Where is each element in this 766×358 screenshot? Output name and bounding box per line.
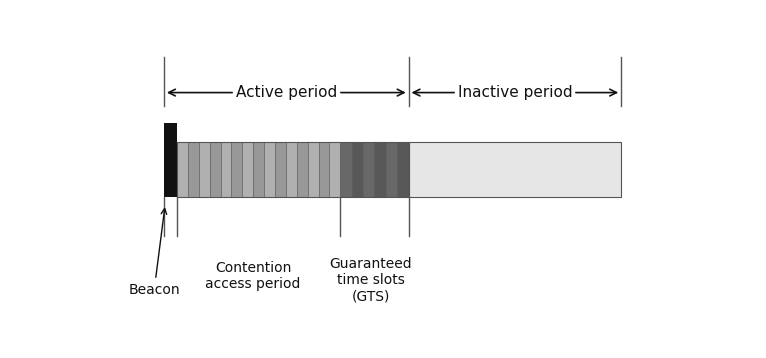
Bar: [352, 142, 363, 197]
Text: Beacon: Beacon: [129, 208, 180, 297]
Bar: [188, 142, 199, 197]
Bar: [264, 142, 275, 197]
Bar: [254, 142, 264, 197]
Text: Inactive period: Inactive period: [457, 85, 572, 100]
Bar: [275, 142, 286, 197]
Bar: [319, 142, 329, 197]
Bar: [375, 142, 386, 197]
Bar: [242, 142, 254, 197]
Text: Active period: Active period: [236, 85, 337, 100]
Bar: [398, 142, 408, 197]
Bar: [363, 142, 375, 197]
Bar: [231, 142, 242, 197]
Bar: [210, 142, 221, 197]
Bar: [308, 142, 319, 197]
Bar: [408, 142, 621, 197]
Bar: [296, 142, 308, 197]
Bar: [286, 142, 296, 197]
Bar: [164, 123, 177, 197]
Bar: [199, 142, 210, 197]
Bar: [329, 142, 340, 197]
Bar: [386, 142, 398, 197]
Text: Contention
access period: Contention access period: [205, 261, 301, 291]
Bar: [177, 142, 408, 197]
Text: Guaranteed
time slots
(GTS): Guaranteed time slots (GTS): [329, 257, 412, 303]
Bar: [340, 142, 352, 197]
Bar: [221, 142, 231, 197]
Bar: [177, 142, 188, 197]
